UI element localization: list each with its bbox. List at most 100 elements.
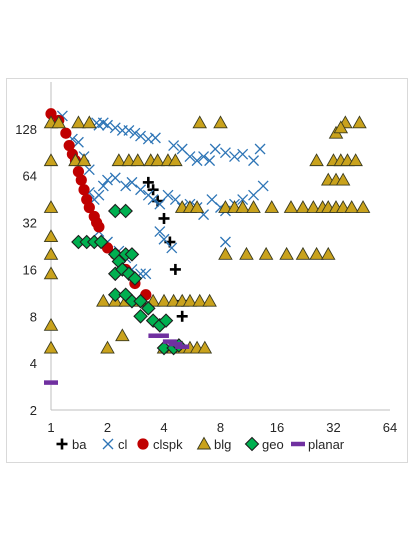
blg-point-67 [43, 317, 59, 331]
cl-point-13 [135, 130, 147, 142]
blg-point-56 [96, 293, 111, 307]
legend: ba cl clspk blg geo planar [56, 436, 345, 452]
cl-point-43 [229, 151, 240, 162]
cl-point-59 [257, 180, 269, 192]
ba-point-0 [142, 176, 154, 188]
cl-point-58 [248, 189, 260, 201]
legend-label-planar: planar [308, 437, 345, 452]
blg-point-47 [43, 246, 59, 260]
y-tick-label-5: 64 [23, 169, 37, 184]
ba-point-1 [147, 184, 159, 196]
legend-label-blg: blg [214, 437, 231, 452]
legend-marker-ba [56, 438, 68, 450]
blg-point-36 [264, 200, 280, 213]
cl-point-20 [102, 174, 113, 186]
x-tick-label-1: 2 [104, 420, 111, 435]
cl-point-15 [149, 132, 161, 144]
legend-marker-geo [244, 436, 260, 452]
blg-point-70 [100, 340, 115, 354]
blg-point-39 [306, 200, 321, 213]
cl-point-4 [83, 164, 95, 176]
clspk-point-8 [78, 184, 90, 196]
blg-point-66 [202, 293, 217, 307]
blg-point-14 [121, 153, 137, 167]
cl-point-44 [237, 148, 249, 160]
blg-point-1 [51, 115, 67, 129]
geo-point-16 [141, 301, 156, 316]
blg-point-9 [333, 120, 349, 134]
data-marks [43, 108, 371, 385]
blg-point-3 [82, 115, 97, 129]
blg-point-52 [279, 246, 294, 260]
blg-point-55 [320, 246, 336, 260]
cl-point-35 [168, 140, 180, 152]
blg-point-4 [192, 115, 207, 129]
blg-point-13 [111, 153, 127, 167]
geo-point-25 [118, 203, 133, 219]
x-tick-label-4: 16 [270, 420, 284, 435]
x-tick-label-5: 32 [326, 420, 340, 435]
cl-point-9 [109, 122, 121, 134]
blg-point-68 [115, 328, 130, 342]
blg-point-5 [213, 115, 228, 129]
geo-point-12 [107, 287, 123, 303]
blg-point-64 [182, 293, 198, 307]
cl-point-37 [184, 151, 196, 162]
blg-point-37 [283, 200, 299, 213]
cl-point-42 [219, 147, 231, 159]
x-tick-label-6: 64 [383, 420, 397, 435]
clspk-point-2 [60, 127, 72, 139]
blg-point-61 [156, 293, 172, 307]
y-tick-label-2: 8 [30, 309, 37, 324]
blg-point-48 [43, 266, 59, 280]
blg-point-46 [43, 229, 59, 243]
cl-point-19 [97, 180, 109, 192]
blg-point-32 [218, 200, 233, 213]
cl-point-39 [198, 151, 210, 162]
cl-point-48 [169, 194, 181, 205]
legend-marker-blg [196, 436, 212, 450]
blg-point-38 [295, 200, 311, 213]
cl-point-38 [191, 155, 203, 167]
blg-point-65 [192, 293, 207, 307]
cl-point-46 [254, 143, 266, 155]
y-tick-label-4: 32 [23, 216, 37, 231]
legend-item-clspk: clspk [137, 437, 183, 452]
cl-point-8 [102, 119, 113, 131]
cl-point-2 [72, 136, 84, 148]
blg-point-53 [295, 246, 311, 260]
legend-item-blg: blg [196, 436, 231, 452]
geo-point-6 [124, 247, 140, 262]
geo-point-20 [158, 313, 174, 328]
legend-label-cl: cl [118, 437, 128, 452]
y-tick-label-3: 16 [23, 262, 37, 277]
cl-point-57 [237, 194, 249, 205]
blg-point-35 [246, 200, 261, 213]
blg-point-7 [352, 115, 367, 129]
blg-point-54 [309, 246, 324, 260]
x-tick-label-2: 4 [160, 420, 167, 435]
ba-point-3 [158, 212, 170, 224]
legend-item-geo: geo [244, 436, 284, 452]
blg-point-51 [258, 246, 274, 260]
cl-point-60 [154, 226, 166, 238]
cl-point-27 [154, 198, 166, 210]
x-tick-label-3: 8 [217, 420, 224, 435]
clspk-point-10 [83, 201, 95, 214]
legend-marker-cl [102, 438, 114, 450]
blg-point-45 [355, 200, 371, 213]
blg-point-2 [71, 115, 86, 129]
cl-point-18 [93, 189, 105, 201]
y-tick-label-1: 4 [30, 356, 37, 371]
geo-point-11 [127, 271, 143, 286]
blg-point-10 [43, 153, 59, 167]
blg-point-34 [235, 200, 250, 213]
blg-point-19 [168, 153, 183, 167]
clspk-point-7 [75, 174, 87, 186]
legend-label-geo: geo [262, 437, 284, 452]
legend-label-ba: ba [72, 437, 87, 452]
cl-point-62 [166, 242, 178, 254]
blg-point-50 [239, 246, 254, 260]
